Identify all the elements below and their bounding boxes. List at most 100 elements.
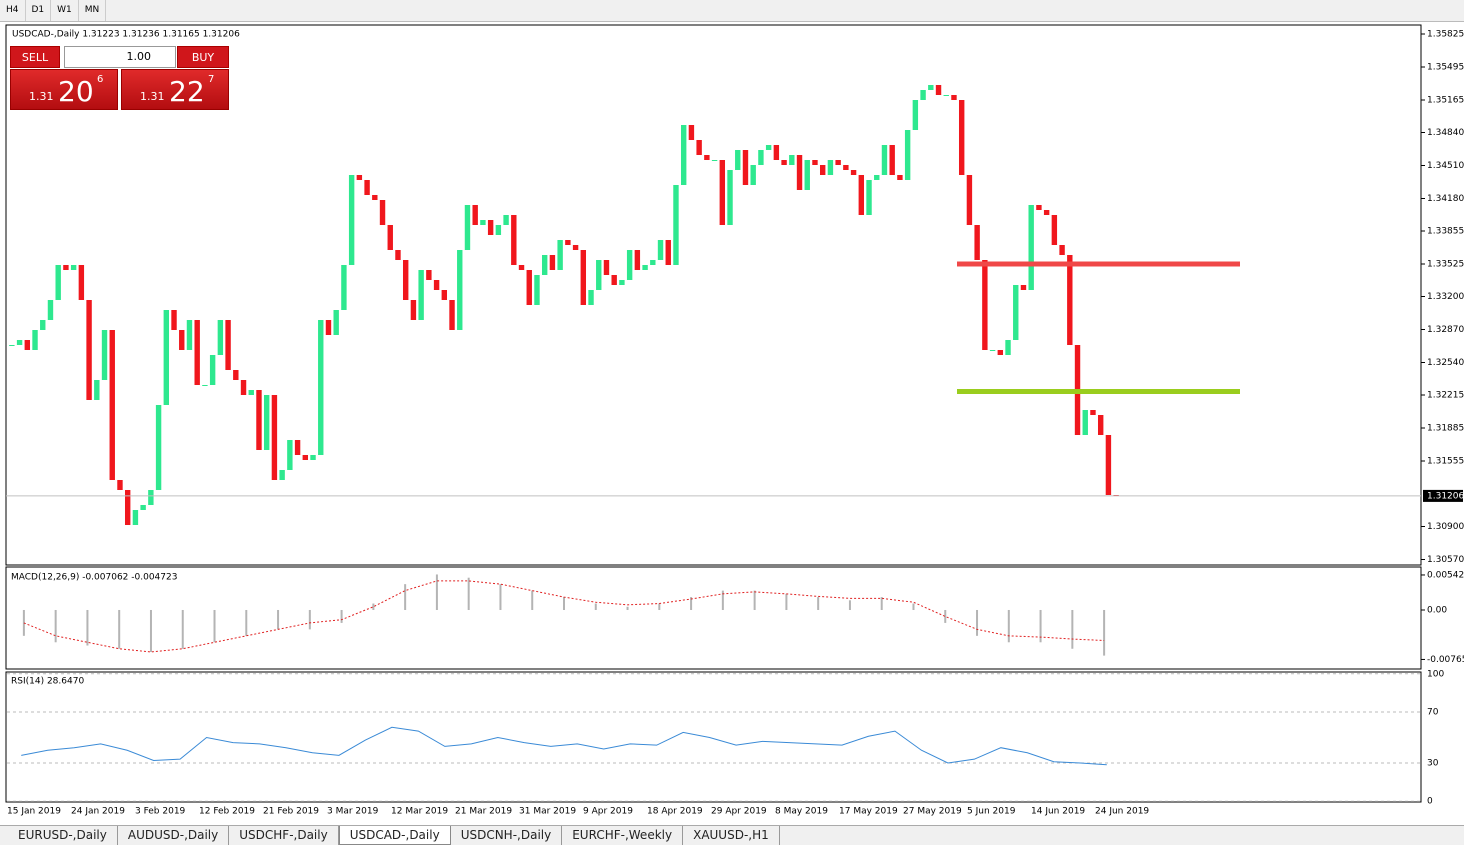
candle (449, 300, 455, 330)
candle (24, 340, 31, 350)
candle (1051, 215, 1058, 245)
candle (209, 355, 216, 385)
candle (263, 395, 270, 450)
macd-bar (340, 609, 343, 623)
macd-bar (944, 609, 947, 623)
candle (233, 370, 239, 380)
buy-button[interactable]: BUY (177, 46, 229, 68)
candle (897, 175, 903, 180)
candle (124, 490, 131, 525)
rsi-label: RSI(14) 28.6470 (11, 677, 84, 687)
x-tick-label: 9 Apr 2019 (583, 807, 633, 817)
timeframe-button[interactable]: D1 (26, 0, 52, 21)
y-tick-label: -0.007656 (1427, 655, 1464, 665)
macd-bar (54, 609, 57, 643)
candle (526, 270, 532, 305)
macd-bar (1103, 609, 1106, 656)
candle (1097, 415, 1104, 435)
candle (673, 185, 679, 265)
tab-bar: EURUSD-,Daily AUDUSD-,Daily USDCHF-,Daily U… (0, 825, 1464, 845)
lot-input[interactable]: 1.00 (64, 46, 176, 68)
sell-button[interactable]: SELL (10, 46, 60, 68)
candle (920, 90, 926, 100)
candle (217, 320, 224, 355)
macd-bar (785, 593, 788, 610)
candle (318, 320, 324, 455)
current-price-label: 1.31206 (1427, 491, 1464, 501)
candle (171, 310, 177, 330)
candle (418, 270, 424, 320)
candle (881, 145, 888, 175)
candle (1067, 255, 1073, 345)
price-big: 22 (169, 75, 205, 108)
candle (665, 240, 671, 265)
candle (333, 310, 339, 335)
y-tick-label: 1.33855 (1427, 227, 1464, 237)
candle (711, 160, 718, 161)
candle (140, 505, 146, 510)
candle (503, 215, 509, 225)
price-prefix: 1.31 (29, 90, 54, 103)
y-tick-label: 0.005421 (1427, 570, 1464, 580)
candle (874, 175, 880, 180)
candle (55, 265, 61, 300)
x-tick-label: 18 Apr 2019 (647, 807, 703, 817)
candle (348, 175, 355, 265)
x-tick-label: 14 Jun 2019 (1031, 807, 1085, 817)
y-tick-label: 1.33525 (1427, 260, 1464, 270)
candle (773, 145, 780, 160)
candle (1090, 410, 1096, 415)
x-tick-label: 12 Mar 2019 (391, 807, 448, 817)
macd-bar (149, 609, 152, 652)
candle (117, 480, 123, 490)
macd-bar (721, 590, 724, 610)
candle (279, 470, 285, 480)
candle (94, 380, 100, 400)
timeframe-button[interactable]: H4 (0, 0, 26, 21)
chart-tab[interactable]: EURCHF-,Weekly (562, 826, 684, 845)
candle (835, 160, 841, 165)
candle (580, 250, 587, 305)
buy-price[interactable]: 1.31 22 7 (121, 69, 229, 110)
candle (958, 100, 965, 175)
candle (155, 405, 162, 490)
timeframe-button[interactable]: MN (79, 0, 107, 21)
candle (572, 245, 579, 250)
chart-tab[interactable]: XAUUSD-,H1 (683, 826, 780, 845)
chart-tab[interactable]: EURUSD-,Daily (8, 826, 118, 845)
chart-tab[interactable]: USDCAD-,Daily (338, 826, 451, 845)
candle (101, 330, 108, 380)
macd-pane (5, 566, 1422, 670)
y-tick-label: 1.32870 (1427, 325, 1464, 335)
candle (433, 280, 440, 290)
y-tick-label: 70 (1427, 708, 1439, 718)
timeframe-button[interactable]: W1 (51, 0, 79, 21)
candle (16, 340, 23, 345)
candle (866, 180, 872, 215)
candle (549, 255, 556, 270)
macd-bar (499, 584, 502, 610)
candle (951, 95, 957, 100)
candle (194, 320, 200, 385)
candle (225, 320, 231, 370)
chart-tab[interactable]: USDCHF-,Daily (229, 826, 339, 845)
chart-tab[interactable]: USDCNH-,Daily (451, 826, 563, 845)
candle (735, 150, 741, 170)
macd-bar (86, 609, 89, 646)
candle (441, 290, 448, 300)
chart-tab[interactable]: AUDUSD-,Daily (118, 826, 230, 845)
x-tick-label: 31 Mar 2019 (519, 807, 576, 817)
candle (966, 175, 973, 225)
candle (395, 250, 401, 260)
candle (341, 265, 347, 310)
macd-bar (372, 603, 375, 610)
candle (202, 385, 208, 386)
candle (827, 160, 834, 175)
candle (982, 260, 988, 350)
macd-signal (23, 580, 1105, 653)
y-tick-label: 1.30900 (1427, 522, 1464, 532)
x-tick-label: 8 May 2019 (775, 807, 828, 817)
candle (63, 265, 69, 270)
sell-price[interactable]: 1.31 20 6 (10, 69, 118, 110)
price-point: 6 (97, 74, 104, 85)
